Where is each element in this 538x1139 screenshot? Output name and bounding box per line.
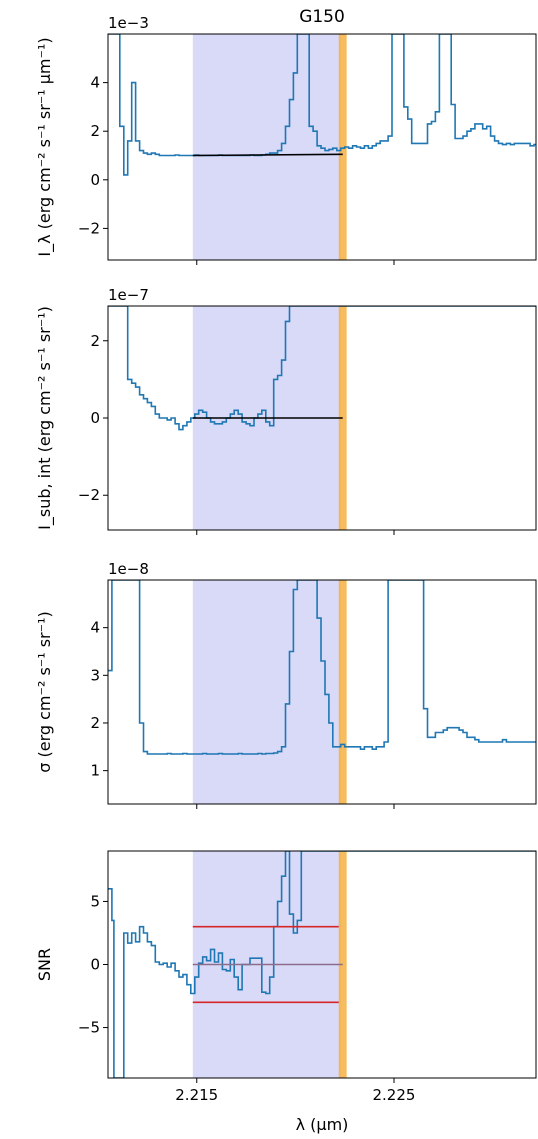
spectrum-series — [108, 851, 536, 1078]
spectrum-series — [108, 580, 536, 755]
line-marker-band — [338, 580, 347, 804]
y-axis-label: SNR — [35, 948, 54, 981]
axes-frame — [107, 33, 537, 261]
spectrum-series — [108, 306, 536, 431]
y-exponent-label: 1e−8 — [108, 560, 149, 578]
y-tick-label: −2 — [78, 219, 100, 237]
x-tick-label: 2.225 — [373, 1086, 416, 1104]
axes-frame — [107, 579, 537, 805]
y-tick-label: 0 — [90, 956, 100, 974]
y-tick-label: 2 — [90, 714, 100, 732]
y-axis-label: I_λ (erg cm⁻² s⁻¹ sr⁻¹ μm⁻¹) — [35, 37, 55, 256]
y-tick-label: −5 — [78, 1019, 100, 1037]
y-tick-label: 1 — [90, 762, 100, 780]
y-tick-label: −2 — [78, 486, 100, 504]
y-tick-label: 0 — [90, 171, 100, 189]
y-exponent-label: 1e−3 — [108, 14, 149, 32]
line-marker-band — [338, 34, 347, 260]
y-tick-label: 2 — [90, 332, 100, 350]
y-tick-label: 4 — [90, 74, 100, 92]
fit-line — [192, 153, 343, 157]
y-tick-label: 4 — [90, 619, 100, 637]
panels: 4 2 0 −2 1e−3 I_λ (erg cm⁻² s⁻¹ sr⁻¹ μm⁻¹) 2 0 −… — [35, 14, 537, 1104]
x-axis-label: λ (μm) — [296, 1115, 349, 1134]
spectrum-series — [108, 34, 536, 176]
panel-intensity: 4 2 0 −2 1e−3 I_λ (erg cm⁻² s⁻¹ sr⁻¹ μm⁻¹) — [35, 14, 537, 265]
x-tick-label: 2.215 — [175, 1086, 218, 1104]
fit-region-band — [192, 34, 341, 260]
y-tick-label: 5 — [90, 892, 100, 910]
y-tick-label: 3 — [90, 666, 100, 684]
fit-region-band — [192, 580, 341, 804]
panel-sigma: 4 3 2 1 1e−8 σ (erg cm⁻² s⁻¹ sr⁻¹) — [35, 560, 537, 809]
y-exponent-label: 1e−7 — [108, 286, 149, 304]
y-axis-label: I_sub, int (erg cm⁻² s⁻¹ sr⁻¹) — [35, 306, 55, 530]
panel-subtracted: 2 0 −2 1e−7 I_sub, int (erg cm⁻² s⁻¹ sr⁻¹) — [35, 286, 537, 535]
y-axis-label: σ (erg cm⁻² s⁻¹ sr⁻¹) — [35, 611, 54, 772]
panel-snr: 5 0 −5 2.215 2.225 SNR — [35, 850, 537, 1104]
y-tick-label: 0 — [90, 409, 100, 427]
chart-title: G150 — [299, 7, 345, 27]
y-tick-label: 2 — [90, 122, 100, 140]
